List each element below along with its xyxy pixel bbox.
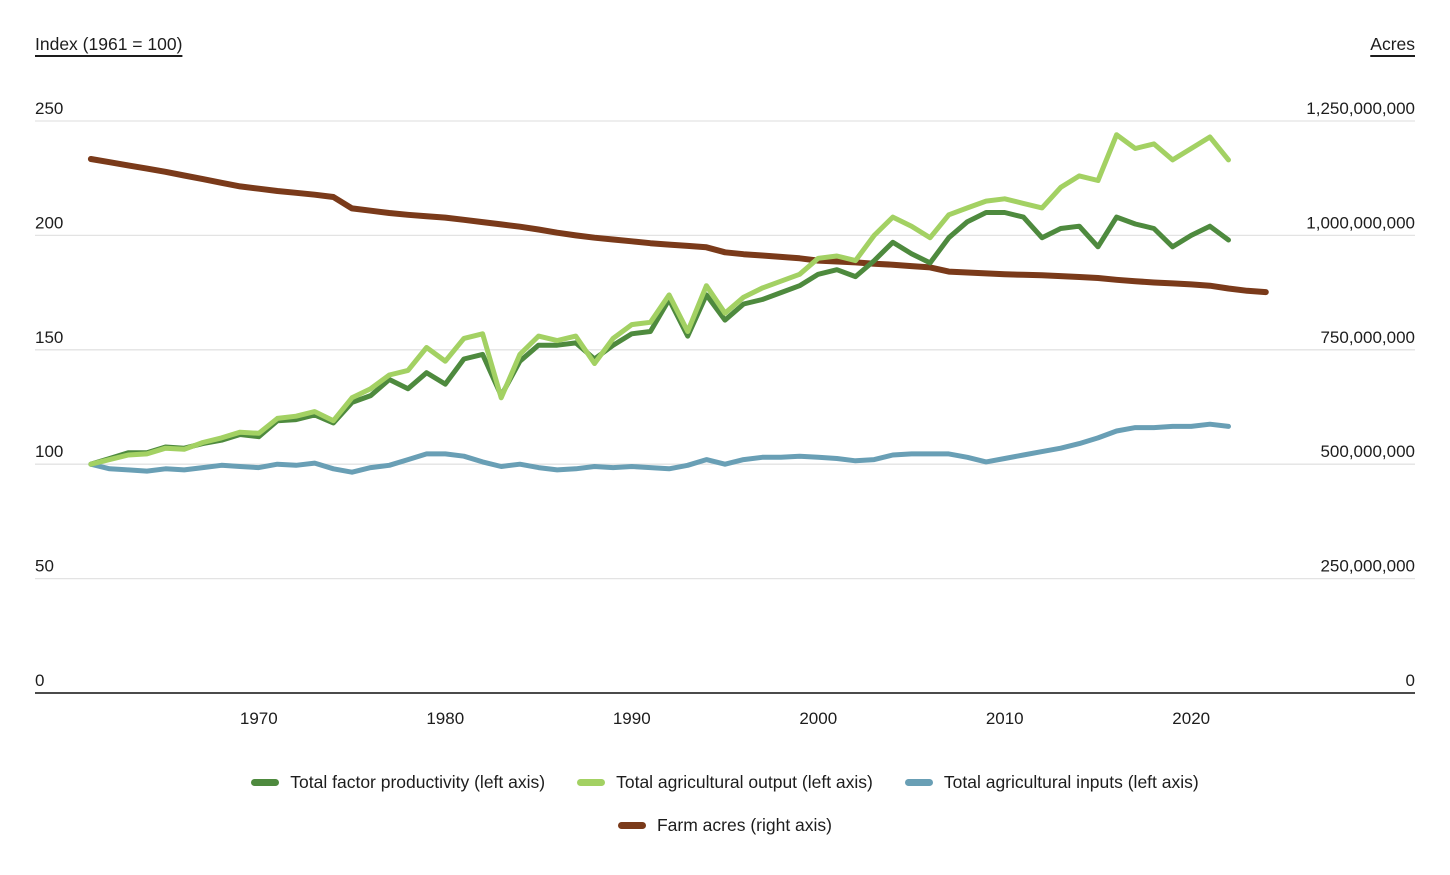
series-line-total-agricultural-output-left-axis (88, 132, 1231, 467)
legend-swatch-output-icon (577, 779, 606, 786)
legend-item-total-agricultural-output: Total agricultural output (left axis) (577, 772, 873, 793)
right-axis-tick-1000000000: 1,000,000,000 (1306, 213, 1415, 232)
right-axis-tick-250000000: 250,000,000 (1320, 557, 1415, 576)
left-axis-tick-50: 50 (35, 557, 54, 576)
series-line-farm-acres-right-axis (87, 156, 1269, 296)
x-axis-tick-1970: 1970 (240, 709, 278, 728)
legend-row-2: Farm acres (right axis) (617, 815, 833, 836)
legend-label-output: Total agricultural output (left axis) (616, 772, 873, 792)
x-axis-tick-1990: 1990 (613, 709, 651, 728)
plot-area: 0 50 100 150 200 250 0 250,000,000 500,000,000 75… (35, 99, 1415, 728)
legend-label-inputs: Total agricultural inputs (left axis) (943, 772, 1199, 792)
legend-swatch-acres-icon (617, 822, 646, 829)
right-axis-tick-750000000: 750,000,000 (1320, 328, 1415, 347)
x-axis-tick-2000: 2000 (799, 709, 837, 728)
left-axis-title: Index (1961 = 100) (35, 34, 183, 54)
x-axis-tick-2010: 2010 (986, 709, 1024, 728)
right-axis-tick-0: 0 (1406, 671, 1415, 690)
x-axis-tick-2020: 2020 (1172, 709, 1210, 728)
legend-item-total-agricultural-inputs: Total agricultural inputs (left axis) (904, 772, 1199, 793)
legend: Total factor productivity (left axis) To… (0, 772, 1450, 836)
legend-item-farm-acres: Farm acres (right axis) (617, 815, 833, 836)
left-axis-tick-100: 100 (35, 442, 63, 461)
legend-row-1: Total factor productivity (left axis) To… (251, 772, 1199, 793)
legend-swatch-inputs-icon (904, 779, 933, 786)
series-line-total-agricultural-inputs-left-axis (88, 421, 1231, 475)
right-axis-tick-1250000000: 1,250,000,000 (1306, 99, 1415, 118)
legend-label-acres: Farm acres (right axis) (656, 815, 833, 835)
legend-swatch-tfp-icon (251, 779, 280, 786)
right-axis-tick-500000000: 500,000,000 (1320, 442, 1415, 461)
left-axis-tick-250: 250 (35, 99, 63, 118)
legend-label-tfp: Total factor productivity (left axis) (290, 772, 546, 792)
x-axis-tick-1980: 1980 (426, 709, 464, 728)
left-axis-tick-200: 200 (35, 213, 63, 232)
left-axis-tick-150: 150 (35, 328, 63, 347)
right-axis-title: Acres (1370, 34, 1415, 54)
series-line-total-factor-productivity-left-axis (88, 210, 1231, 467)
legend-item-total-factor-productivity: Total factor productivity (left axis) (251, 772, 545, 793)
left-axis-tick-0: 0 (35, 671, 44, 690)
